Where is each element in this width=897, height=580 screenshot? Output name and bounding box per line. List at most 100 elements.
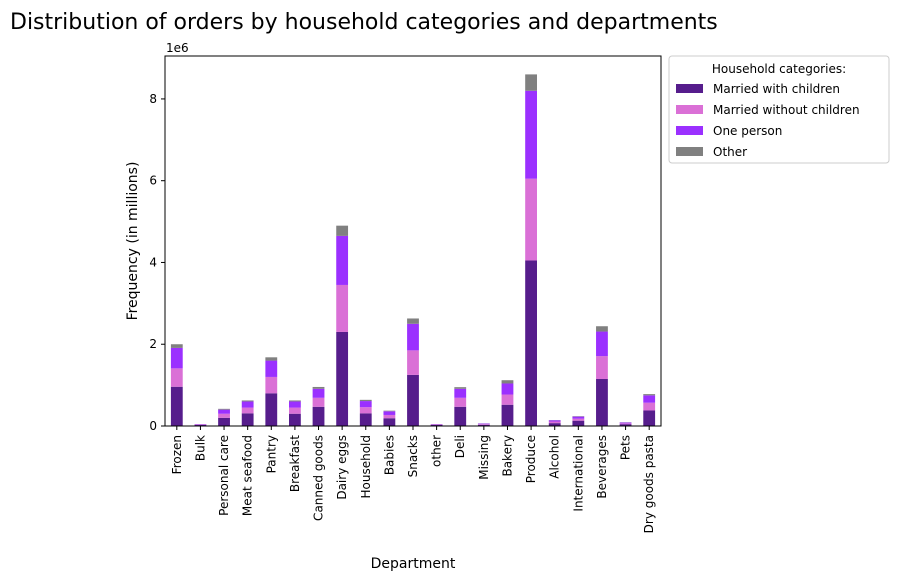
- bar-segment: [312, 388, 325, 398]
- bar-segment: [218, 413, 230, 418]
- bar-segment: [241, 413, 254, 426]
- bar-segment: [548, 421, 561, 424]
- bar-segment: [548, 420, 561, 422]
- bar-segment: [619, 424, 632, 426]
- bar-segment: [454, 387, 467, 389]
- y-tick-label: 4: [149, 255, 157, 269]
- bar-segment: [170, 386, 183, 426]
- legend-swatch: [676, 105, 703, 114]
- bar-segment: [265, 357, 278, 361]
- bar-segment: [454, 397, 467, 407]
- bar-segment: [525, 74, 537, 91]
- bar-segment: [241, 400, 254, 402]
- bar-segment: [525, 178, 537, 261]
- bar-segment: [289, 413, 301, 426]
- bar-segment: [336, 225, 349, 236]
- bar-segment: [596, 378, 608, 426]
- bar-segment: [218, 409, 230, 414]
- bar-segment: [501, 404, 514, 426]
- legend-label: One person: [713, 124, 782, 138]
- bar-segment: [477, 423, 490, 425]
- bar-segment: [170, 344, 183, 348]
- x-tick-label: Deli: [453, 435, 467, 458]
- x-tick-label: Alcohol: [548, 435, 562, 479]
- bar-segment: [241, 401, 254, 408]
- bar-segment: [336, 235, 349, 285]
- bar-segment: [454, 388, 467, 398]
- bar-segment: [643, 402, 656, 411]
- bar-segment: [265, 360, 278, 377]
- bar-segment: [265, 376, 278, 394]
- bar-segment: [336, 284, 349, 332]
- bar-segment: [643, 395, 656, 403]
- bar-segment: [194, 424, 207, 426]
- x-tick-label: Breakfast: [288, 435, 302, 492]
- x-tick-label: Babies: [382, 435, 396, 475]
- bar-segment: [477, 424, 490, 426]
- bar-segment: [170, 347, 183, 369]
- bar-segment: [525, 90, 537, 179]
- bar-segment: [596, 326, 608, 332]
- bar-segment: [430, 424, 443, 426]
- bar-segment: [643, 394, 656, 396]
- y-tick-label: 0: [149, 419, 157, 433]
- bar-segment: [241, 407, 254, 414]
- bar-segment: [596, 331, 608, 357]
- x-tick-label: other: [430, 435, 444, 467]
- x-tick-label: Produce: [524, 435, 538, 483]
- bar-segment: [501, 383, 514, 395]
- x-tick-label: Pets: [619, 435, 633, 460]
- y-axis-label: Frequency (in millions): [125, 162, 141, 321]
- bar-segment: [218, 417, 230, 426]
- bar-segment: [643, 410, 656, 426]
- bars-layer: [170, 74, 656, 426]
- plot-frame: [164, 55, 662, 427]
- y-tick-label: 6: [149, 174, 157, 188]
- bar-segment: [619, 422, 632, 424]
- x-tick-label: Canned goods: [312, 435, 326, 521]
- x-tick-label: Beverages: [595, 435, 609, 499]
- x-tick-label: Missing: [477, 435, 491, 480]
- bar-segment: [407, 318, 419, 324]
- bar-segment: [572, 420, 585, 426]
- bar-segment: [407, 323, 419, 351]
- bar-segment: [383, 414, 396, 419]
- y-tick-label: 2: [149, 337, 157, 351]
- y-offset-text: 1e6: [166, 41, 189, 55]
- x-axis: Frozen Bulk Personal care Meat seafood Pantr…: [170, 426, 656, 533]
- bar-segment: [312, 397, 325, 407]
- x-tick-label: Frozen: [170, 435, 184, 474]
- chart-title: Distribution of orders by household cate…: [10, 10, 718, 35]
- bar-segment: [501, 380, 514, 384]
- bar-segment: [289, 401, 301, 408]
- x-tick-label: International: [571, 435, 585, 512]
- bar-segment: [336, 331, 349, 426]
- bar-segment: [383, 411, 396, 415]
- x-tick-label: Snacks: [406, 435, 420, 477]
- bar-segment: [477, 424, 490, 425]
- bar-segment: [454, 406, 467, 426]
- bar-segment: [548, 423, 561, 426]
- legend-frame: [668, 55, 890, 164]
- x-tick-label: Dairy eggs: [335, 435, 349, 500]
- bar-segment: [501, 394, 514, 405]
- legend: Household categories: Married with child…: [668, 55, 890, 164]
- x-tick-label: Household: [359, 435, 373, 499]
- legend-swatch: [676, 84, 703, 93]
- bar-segment: [359, 413, 372, 426]
- legend-label: Other: [713, 145, 747, 159]
- bar-segment: [572, 416, 585, 419]
- y-axis: 0 2 4 6 8: [149, 92, 165, 433]
- legend-swatch: [676, 147, 703, 156]
- bar-segment: [265, 393, 278, 426]
- y-tick-label: 8: [149, 92, 157, 106]
- x-tick-label: Meat seafood: [241, 435, 255, 516]
- bar-segment: [289, 407, 301, 414]
- bar-segment: [289, 400, 301, 402]
- bar-segment: [170, 368, 183, 387]
- bar-segment: [407, 374, 419, 426]
- bar-segment: [383, 418, 396, 426]
- legend-label: Married without children: [713, 103, 860, 117]
- bar-segment: [359, 407, 372, 414]
